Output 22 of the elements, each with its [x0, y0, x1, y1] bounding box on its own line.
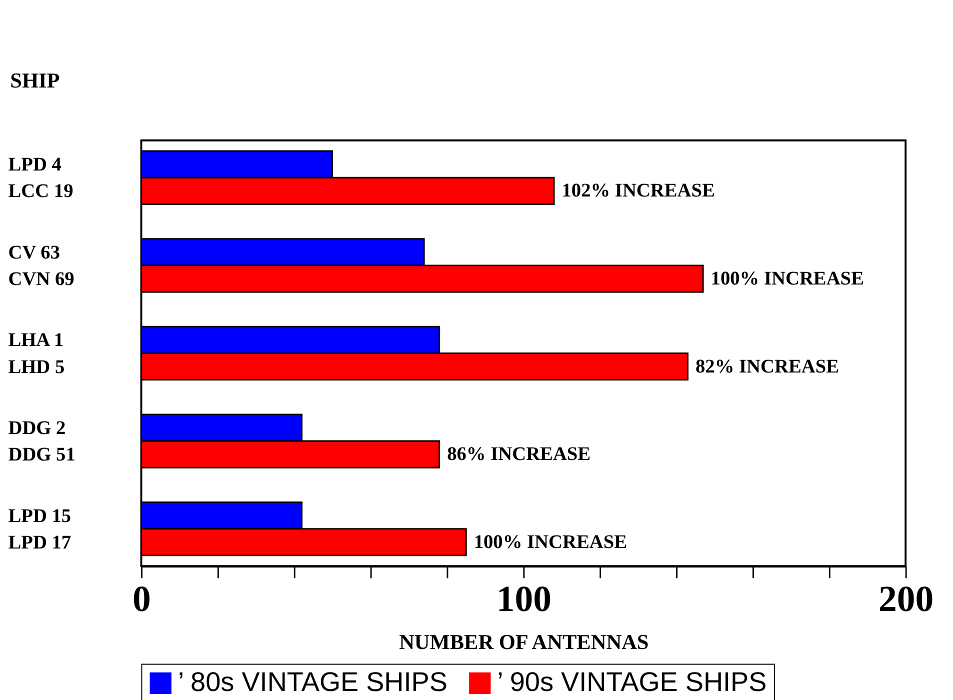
annotation: 82% INCREASE [695, 356, 839, 378]
y-tick-label: LPD 15 [8, 506, 72, 527]
y-tick-label: LPD 17 [8, 532, 72, 554]
y-axis-title: SHIP [10, 68, 60, 93]
annotation: 100% INCREASE [710, 268, 864, 290]
annotation: 86% INCREASE [447, 444, 591, 466]
legend-label: ’ 80s VINTAGE SHIPS [178, 666, 448, 697]
y-tick-label: DDG 2 [8, 418, 66, 440]
annotation: 100% INCREASE [474, 532, 628, 553]
legend-label: ’ 90s VINTAGE SHIPS [497, 666, 767, 697]
y-tick-label: LPD 4 [8, 154, 62, 176]
y-tick-label: CVN 69 [8, 269, 74, 290]
x-tick-label: 0 [132, 578, 151, 620]
y-tick-label: LHD 5 [8, 356, 65, 378]
y-tick-label: CV 63 [8, 242, 60, 264]
x-axis-title: NUMBER OF ANTENNAS [399, 630, 649, 654]
y-tick-label: LHA 1 [8, 330, 64, 352]
annotation: 102% INCREASE [562, 180, 715, 202]
y-tick-label: DDG 51 [8, 444, 76, 466]
x-tick-label: 100 [496, 578, 552, 620]
y-tick-label: LCC 19 [8, 181, 74, 202]
x-tick-label: 200 [878, 578, 934, 620]
